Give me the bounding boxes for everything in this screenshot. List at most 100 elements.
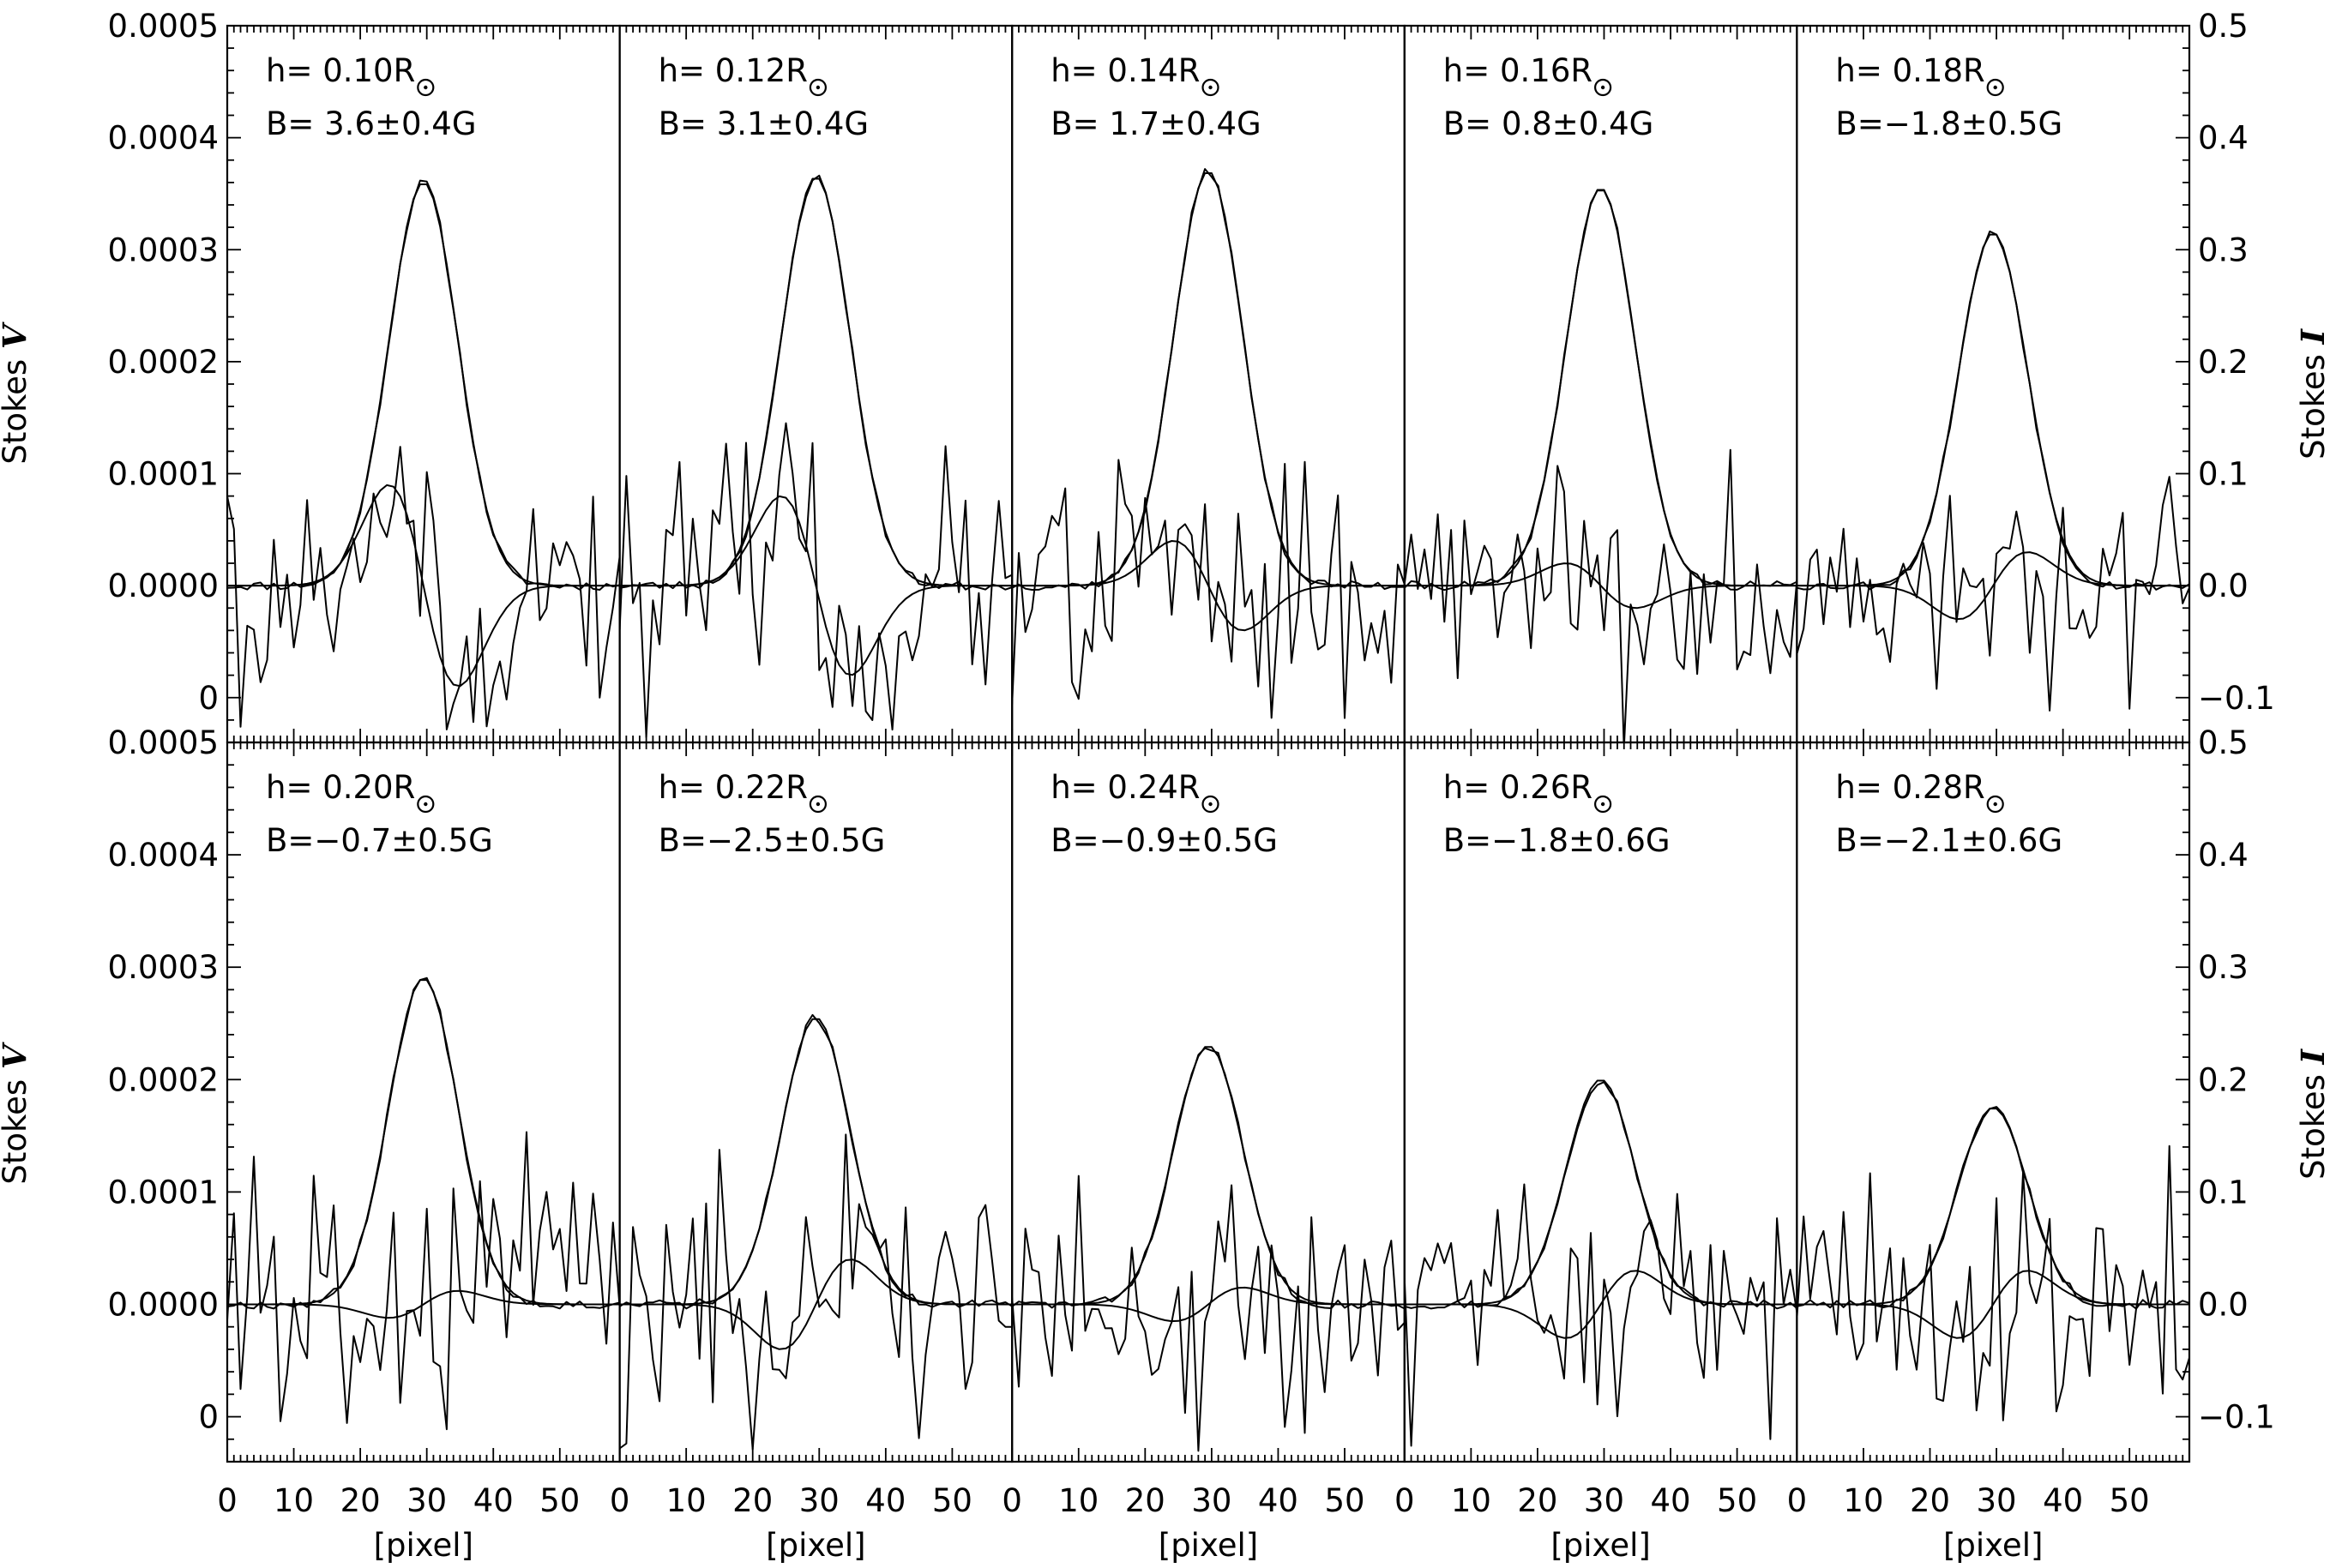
x-tick-label: 20 [1910, 1482, 1950, 1519]
x-tick-label: 40 [473, 1482, 514, 1519]
panel-field-label: B=−2.5±0.5G [659, 822, 886, 859]
sun-dot [816, 802, 821, 807]
panel-grid: 0.00050.00040.00030.00020.00010.000000.5… [108, 8, 2275, 1564]
sun-dot [1993, 85, 1997, 90]
left-tick-label: 0.0005 [108, 8, 219, 45]
observed-stokes-i-line [1404, 1081, 1797, 1310]
left-tick-label: 0.0004 [108, 120, 219, 157]
sun-circle [1201, 795, 1219, 814]
right-tick-label: 0.1 [2198, 456, 2249, 493]
panel-field-label: B=−0.7±0.5G [266, 822, 493, 859]
sun-symbol-icon [809, 78, 828, 97]
observed-stokes-v-line [227, 446, 620, 730]
panel-height-label: h= 0.14R [1051, 52, 1200, 89]
panel: h= 0.12R B= 3.1±0.4G [618, 24, 1014, 744]
sun-circle [809, 795, 828, 814]
sun-symbol-icon [1986, 78, 2004, 97]
panel-field-label: B=−1.8±0.6G [1443, 822, 1671, 859]
sun-dot [1600, 85, 1605, 90]
left-tick-label: 0 [198, 1399, 219, 1436]
panel: 0 10 20 30 40 50 [pixel] h= 0.28R B=−2.1±0.6G [1787, 741, 2191, 1564]
left-tick-label: 0.0001 [108, 456, 219, 493]
observed-stokes-i-line [1012, 168, 1405, 591]
x-tick-label: 20 [732, 1482, 773, 1519]
left-axis-title-row2: Stokes V [0, 1042, 33, 1185]
left-tick-label: 0.0000 [108, 1286, 219, 1323]
right-tick-label: 0.4 [2198, 120, 2249, 157]
series-group [619, 1013, 1013, 1451]
observed-stokes-v-line [1012, 459, 1405, 719]
left-tick-label: 0.0001 [108, 1174, 219, 1211]
panel-field-label: B=−1.8±0.5G [1835, 105, 2062, 142]
x-tick-label: 20 [340, 1482, 381, 1519]
right-axis-title-row1: Stokes I [2294, 327, 2332, 460]
panel-height-label: h= 0.12R [659, 52, 808, 89]
left-tick-label: 0.0002 [108, 1061, 219, 1098]
panel-field-label: B= 3.6±0.4G [266, 105, 477, 142]
x-tick-label: 10 [666, 1482, 707, 1519]
x-tick-label: 40 [865, 1482, 906, 1519]
panel-height-label: h= 0.20R [266, 769, 415, 806]
observed-stokes-v-line [1404, 448, 1797, 742]
left-tick-label: 0.0005 [108, 724, 219, 761]
x-tick-label: 40 [1258, 1482, 1298, 1519]
panel-height-label: h= 0.24R [1051, 769, 1200, 806]
panel-field-label: B=−2.1±0.6G [1835, 822, 2062, 859]
sun-dot [1600, 802, 1605, 807]
fitted-stokes-i-line [227, 183, 620, 587]
observed-stokes-v-line [1012, 1174, 1405, 1452]
x-tick-label: 0 [1394, 1482, 1415, 1519]
x-tick-label: 20 [1517, 1482, 1557, 1519]
x-axis-title: [pixel] [1159, 1527, 1258, 1564]
fitted-stokes-v-line [1404, 1270, 1797, 1339]
panel: h= 0.18R B=−1.8±0.5G [1796, 24, 2191, 744]
sun-circle [417, 795, 435, 814]
x-tick-label: 30 [799, 1482, 840, 1519]
x-tick-label: 30 [1977, 1482, 2017, 1519]
left-tick-label: 0.0004 [108, 837, 219, 874]
fitted-stokes-v-line [227, 1289, 620, 1319]
x-tick-label: 0 [217, 1482, 238, 1519]
series-group [1797, 1106, 2189, 1421]
sun-symbol-icon [417, 78, 435, 97]
sun-symbol-icon [1594, 795, 1612, 814]
left-tick-label: 0 [198, 680, 219, 717]
right-tick-label: 0.0 [2198, 568, 2249, 604]
x-tick-label: 30 [1584, 1482, 1624, 1519]
left-axis-title-row1: Stokes V [0, 321, 33, 465]
x-tick-label: 50 [932, 1482, 972, 1519]
sun-symbol-icon [1594, 78, 1612, 97]
fitted-stokes-i-line [227, 979, 620, 1306]
sun-dot [1208, 802, 1213, 807]
sun-symbol-icon [809, 795, 828, 814]
series-group [1797, 230, 2189, 712]
series-group [1012, 1046, 1405, 1452]
x-axis-title: [pixel] [1550, 1527, 1650, 1564]
x-tick-label: 10 [274, 1482, 314, 1519]
left-tick-label: 0.0000 [108, 568, 219, 604]
x-tick-label: 30 [1191, 1482, 1231, 1519]
x-tick-label: 40 [2043, 1482, 2083, 1519]
panel: 0 10 20 30 40 50 [pixel] h= 0.22R B=−2.5±0.5G [610, 741, 1014, 1564]
observed-stokes-v-line [1797, 476, 2189, 712]
series-group [1012, 168, 1405, 719]
panel-height-label: h= 0.10R [266, 52, 415, 89]
x-tick-label: 0 [1787, 1482, 1808, 1519]
observed-stokes-v-line [619, 1133, 1013, 1451]
fitted-stokes-v-line [227, 484, 620, 688]
panel: h= 0.14R B= 1.7±0.4G [1011, 24, 1406, 744]
x-axis-title: [pixel] [374, 1527, 473, 1564]
left-tick-label: 0.0003 [108, 231, 219, 268]
panel-field-label: B=−0.9±0.5G [1051, 822, 1278, 859]
x-tick-label: 10 [1843, 1482, 1883, 1519]
right-tick-label: 0.2 [2198, 1061, 2249, 1098]
fitted-stokes-i-line [1404, 1079, 1797, 1306]
axis-labels: Stokes V Stokes V Stokes I Stokes I [0, 321, 2332, 1185]
observed-stokes-v-line [1797, 1144, 2189, 1421]
observed-stokes-i-line [619, 174, 1013, 591]
sun-circle [1594, 795, 1612, 814]
x-tick-label: 50 [1717, 1482, 1757, 1519]
panel-height-label: h= 0.22R [659, 769, 808, 806]
right-tick-label: −0.1 [2198, 680, 2275, 717]
